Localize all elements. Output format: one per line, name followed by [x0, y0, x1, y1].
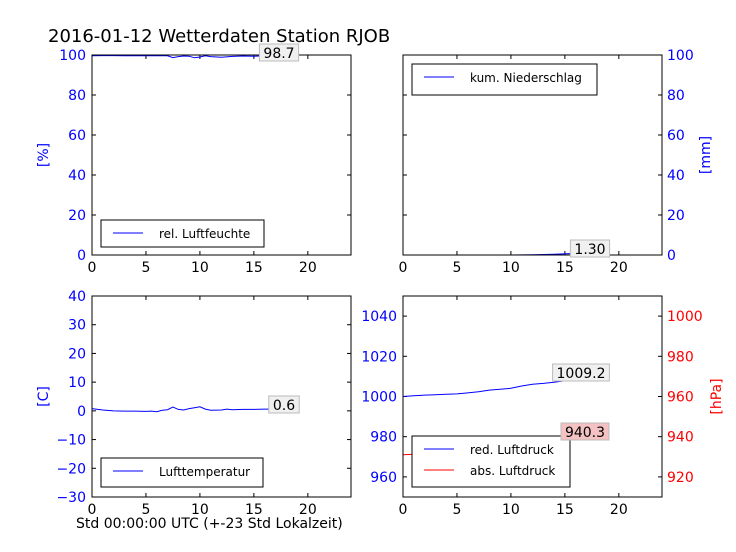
plot-frame	[91, 54, 352, 256]
x-axis-footer-label: Std 00:00:00 UTC (+-23 Std Lokalzeit)	[76, 516, 343, 532]
annotation-text: 98.7	[263, 46, 294, 62]
annotation-text: 0.6	[273, 398, 295, 414]
x-tick-label: 0	[88, 260, 97, 276]
x-tick-label: 5	[141, 260, 150, 276]
chart-panel-top-right: 0 5 10 15 20 0 20 40 60 80 100 [mm] kum. Niederschla…	[399, 48, 714, 276]
y-axis-label: [mm]	[698, 136, 714, 174]
y-tick-label: 980	[370, 430, 397, 446]
x-tick-label: 0	[399, 502, 408, 518]
figure-title: 2016-01-12 Wetterdaten Station RJOB	[48, 26, 391, 47]
y-tick-label: 1020	[361, 349, 397, 365]
legend: kum. Niederschlag	[411, 63, 598, 96]
value-annotation: 1.30	[569, 239, 611, 258]
annotation-text: 1.30	[574, 242, 605, 258]
value-annotation: 1009.2	[552, 363, 610, 382]
x-tick-label: 15	[245, 260, 263, 276]
annotation-box	[552, 363, 610, 382]
value-annotation: 98.7	[258, 43, 300, 62]
x-tick-label: 20	[299, 502, 317, 518]
y-tick-label: 0	[77, 248, 86, 264]
series-line	[91, 406, 298, 413]
y-tick-label: 60	[667, 128, 685, 144]
y-tick-label: 100	[59, 48, 86, 64]
chart-panel-top-left: 0 5 10 15 20 0 20 40 60 80 100 [%] rel. Luftfeuchte 9…	[36, 43, 352, 276]
y2-tick-label: 980	[667, 349, 694, 365]
annotation-text: 940.3	[565, 425, 605, 441]
y-axis-label: [C]	[36, 386, 52, 407]
y-tick-label: 960	[370, 470, 397, 486]
x-tick-label: 5	[141, 502, 150, 518]
y-tick-label: 30	[68, 318, 86, 334]
annotation-box	[258, 43, 300, 62]
x-tick-label: 10	[191, 260, 209, 276]
y-axis-label: [%]	[36, 143, 52, 167]
legend-box	[411, 435, 571, 488]
y-tick-label: 0	[667, 248, 676, 264]
value-annotation: 940.3	[560, 422, 610, 441]
x-tick-label: 20	[610, 502, 628, 518]
x-tick-label: 10	[191, 502, 209, 518]
y-tick-label: 20	[68, 208, 86, 224]
y-tick-label: −30	[56, 490, 86, 506]
x-tick-label: 10	[502, 502, 520, 518]
x-tick-label: 20	[610, 260, 628, 276]
legend-label: rel. Luftfeuchte	[159, 227, 250, 241]
plot-frame	[402, 54, 663, 256]
x-tick-label: 0	[88, 502, 97, 518]
legend-label: Lufttemperatur	[159, 465, 250, 479]
y2-tick-label: 960	[667, 390, 694, 406]
annotation-text: 1009.2	[557, 366, 606, 382]
legend-label: abs. Luftdruck	[470, 464, 555, 478]
y-tick-label: 0	[77, 404, 86, 420]
y-tick-label: 20	[667, 208, 685, 224]
x-tick-label: 0	[399, 260, 408, 276]
legend: Lufttemperatur	[100, 457, 264, 488]
annotation-box	[268, 395, 300, 414]
y-tick-label: 20	[68, 346, 86, 362]
legend-box	[100, 457, 264, 488]
x-tick-label: 5	[452, 260, 461, 276]
y-tick-label: 1040	[361, 309, 397, 325]
value-annotation: 0.6	[268, 395, 300, 414]
x-tick-label: 5	[452, 502, 461, 518]
plot-frame	[91, 295, 352, 498]
x-tick-label: 15	[556, 260, 574, 276]
x-tick-label: 20	[299, 260, 317, 276]
y2-tick-label: 920	[667, 470, 694, 486]
legend-label: kum. Niederschlag	[470, 71, 582, 85]
chart-panel-bottom-right: 0 5 10 15 20 960 980 1000 1020 1040 920 940 960 980 10…	[361, 295, 725, 518]
x-tick-label: 15	[245, 502, 263, 518]
y-tick-label: 1000	[361, 390, 397, 406]
chart-panel-bottom-left: 0 5 10 15 20 −30 −20 −10 0 10 20 30 40 [C] Lufttempera…	[36, 289, 352, 518]
series-line	[91, 55, 298, 59]
x-tick-label: 15	[556, 502, 574, 518]
y-tick-label: 100	[667, 48, 694, 64]
y-tick-label: 40	[68, 168, 86, 184]
y-tick-label: 40	[667, 168, 685, 184]
y2-axis-label: [hPa]	[709, 378, 725, 414]
y-tick-label: 60	[68, 128, 86, 144]
y-tick-label: 80	[667, 88, 685, 104]
y-tick-label: −20	[56, 461, 86, 477]
y2-tick-label: 1000	[667, 309, 703, 325]
y-tick-label: 40	[68, 289, 86, 305]
x-tick-label: 10	[502, 260, 520, 276]
y-tick-label: 80	[68, 88, 86, 104]
y2-tick-label: 940	[667, 430, 694, 446]
plot-frame	[402, 295, 663, 498]
legend-box	[411, 63, 598, 96]
legend: red. Luftdruck abs. Luftdruck	[411, 435, 571, 488]
annotation-box	[569, 239, 611, 258]
y-tick-label: −10	[56, 433, 86, 449]
legend-label: red. Luftdruck	[470, 443, 554, 457]
annotation-box	[560, 422, 610, 441]
legend: rel. Luftfeuchte	[100, 219, 265, 248]
y-tick-label: 10	[68, 375, 86, 391]
